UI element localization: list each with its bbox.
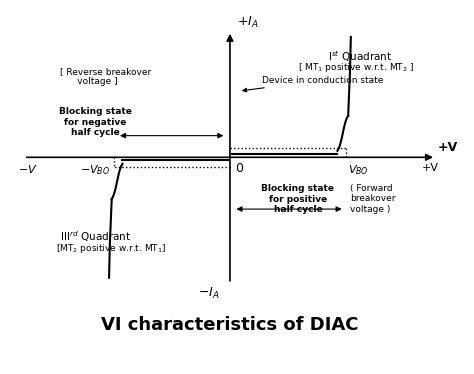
- Text: [ Reverse breakover
      voltage ]: [ Reverse breakover voltage ]: [60, 67, 151, 86]
- Text: $+I_A$: $+I_A$: [237, 15, 259, 30]
- Text: $-V$: $-V$: [18, 163, 37, 175]
- Text: Blocking state: Blocking state: [262, 184, 335, 193]
- Text: Blocking state: Blocking state: [59, 107, 132, 116]
- Text: $-V_{BO}$: $-V_{BO}$: [80, 163, 110, 177]
- Text: ( Forward
breakover
voltage ): ( Forward breakover voltage ): [350, 184, 395, 214]
- Text: for positive: for positive: [269, 194, 327, 203]
- Text: Device in conduction state: Device in conduction state: [243, 76, 383, 92]
- Text: half cycle: half cycle: [71, 128, 120, 137]
- Text: half cycle: half cycle: [273, 205, 322, 214]
- Text: +V: +V: [422, 163, 439, 173]
- Text: [ MT$_1$ positive w.r.t. MT$_2$ ]: [ MT$_1$ positive w.r.t. MT$_2$ ]: [298, 61, 414, 74]
- Text: for negative: for negative: [64, 117, 127, 126]
- Title: VI characteristics of DIAC: VI characteristics of DIAC: [101, 316, 359, 334]
- Text: $-I_A$: $-I_A$: [198, 286, 219, 301]
- Text: 0: 0: [235, 162, 243, 175]
- Text: $V_{BO}$: $V_{BO}$: [348, 163, 369, 177]
- Text: III$^{rd}$ Quadrant: III$^{rd}$ Quadrant: [60, 230, 131, 244]
- Text: [MT$_2$ positive w.r.t. MT$_1$]: [MT$_2$ positive w.r.t. MT$_1$]: [56, 242, 167, 255]
- Text: I$^{st}$ Quadrant: I$^{st}$ Quadrant: [328, 49, 392, 64]
- Text: +V: +V: [438, 141, 458, 154]
